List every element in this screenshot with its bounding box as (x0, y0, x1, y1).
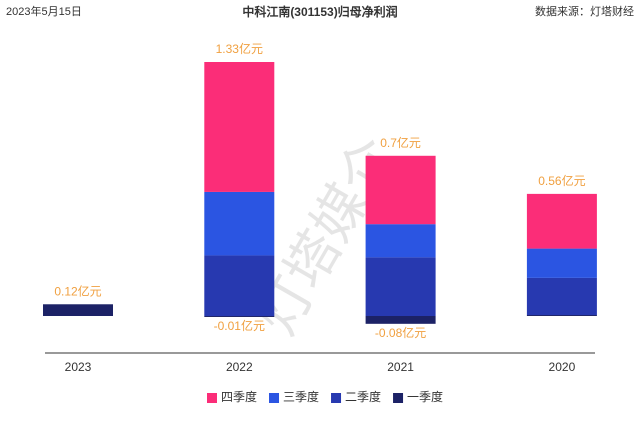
legend-label: 二季度 (345, 389, 381, 404)
bar-segment (43, 304, 113, 316)
source: 数据来源：灯塔财经 (535, 4, 634, 18)
legend-swatch (393, 393, 404, 403)
x-tick-label: 2020 (549, 360, 576, 374)
value-label: -0.01亿元 (214, 318, 265, 333)
x-tick-label: 2021 (387, 360, 414, 374)
x-tick-label: 2022 (226, 360, 253, 374)
value-label: 1.33亿元 (216, 41, 263, 56)
legend-swatch (207, 393, 217, 403)
bar-segment (204, 316, 275, 317)
legend-label: 一季度 (407, 389, 443, 404)
bar-segment (204, 62, 275, 192)
bar-segment (365, 316, 436, 324)
bar-segment (204, 191, 275, 256)
bar-segment (204, 255, 275, 316)
legend-swatch (269, 393, 280, 403)
x-tick-label: 2023 (65, 360, 92, 374)
value-label: 0.56亿元 (538, 173, 585, 188)
bar-segment (526, 315, 597, 316)
bar-segment (365, 155, 436, 225)
bar-segment (365, 224, 436, 258)
value-label: 0.7亿元 (380, 135, 421, 150)
bar-segment (365, 257, 436, 316)
legend-label: 三季度 (283, 389, 319, 404)
date: 2023年5月15日 (6, 4, 82, 18)
value-label: -0.08亿元 (375, 325, 426, 340)
bar-segment (526, 277, 597, 316)
bar-segment (526, 248, 597, 278)
legend-label: 四季度 (221, 389, 257, 404)
chart-title: 中科江南(301153)归母净利润 (242, 4, 397, 19)
bar-segment (526, 193, 597, 249)
value-label: 0.12亿元 (54, 283, 101, 298)
legend-swatch (331, 393, 342, 403)
